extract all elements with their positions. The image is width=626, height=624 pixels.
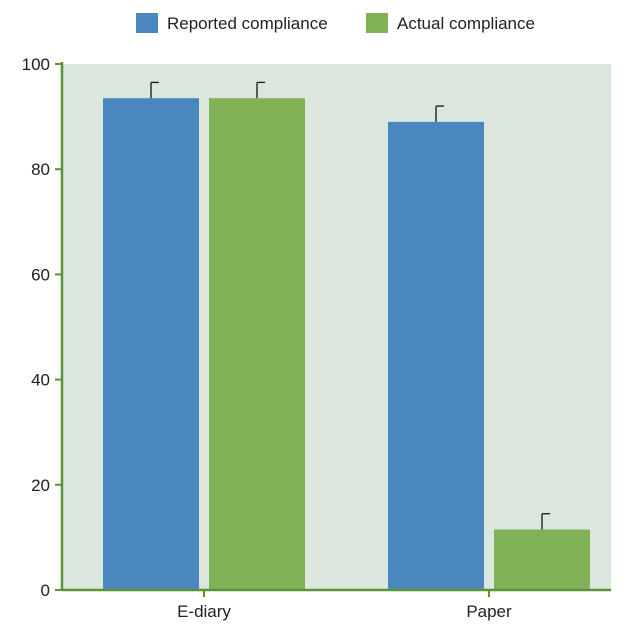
bar-e-diary-actual-compliance	[209, 98, 305, 590]
axes: 0 20 40 60 80 100 E-diary Paper	[22, 55, 611, 621]
bar-paper-actual-compliance	[494, 529, 590, 590]
error-bar-e-diary-actual-compliance	[256, 81, 265, 99]
legend-label: Actual compliance	[397, 14, 535, 33]
y-tick-label-40: 40	[31, 371, 50, 390]
y-tick-label-80: 80	[31, 160, 50, 179]
x-tick-label-paper: Paper	[466, 602, 512, 621]
bar-e-diary-reported-compliance	[103, 98, 199, 590]
error-bar-group	[150, 81, 550, 530]
y-tick-label-100: 100	[22, 55, 50, 74]
legend-swatch	[136, 13, 158, 33]
x-tick-label-e-diary: E-diary	[177, 602, 231, 621]
y-tick-label-0: 0	[41, 581, 50, 600]
legend-label: Reported compliance	[167, 14, 328, 33]
error-bar-paper-actual-compliance	[541, 513, 550, 530]
error-bar-e-diary-reported-compliance	[150, 81, 159, 99]
bar-group	[103, 98, 590, 591]
legend-item-actual-compliance: Actual compliance	[366, 13, 535, 33]
chart-legend: Reported compliance Actual compliance	[136, 13, 535, 33]
legend-item-reported-compliance: Reported compliance	[136, 13, 328, 33]
legend-swatch	[366, 13, 388, 33]
y-tick-label-20: 20	[31, 476, 50, 495]
y-tick-label-60: 60	[31, 265, 50, 284]
bar-paper-reported-compliance	[388, 121, 484, 591]
error-bar-paper-reported-compliance	[435, 105, 444, 122]
